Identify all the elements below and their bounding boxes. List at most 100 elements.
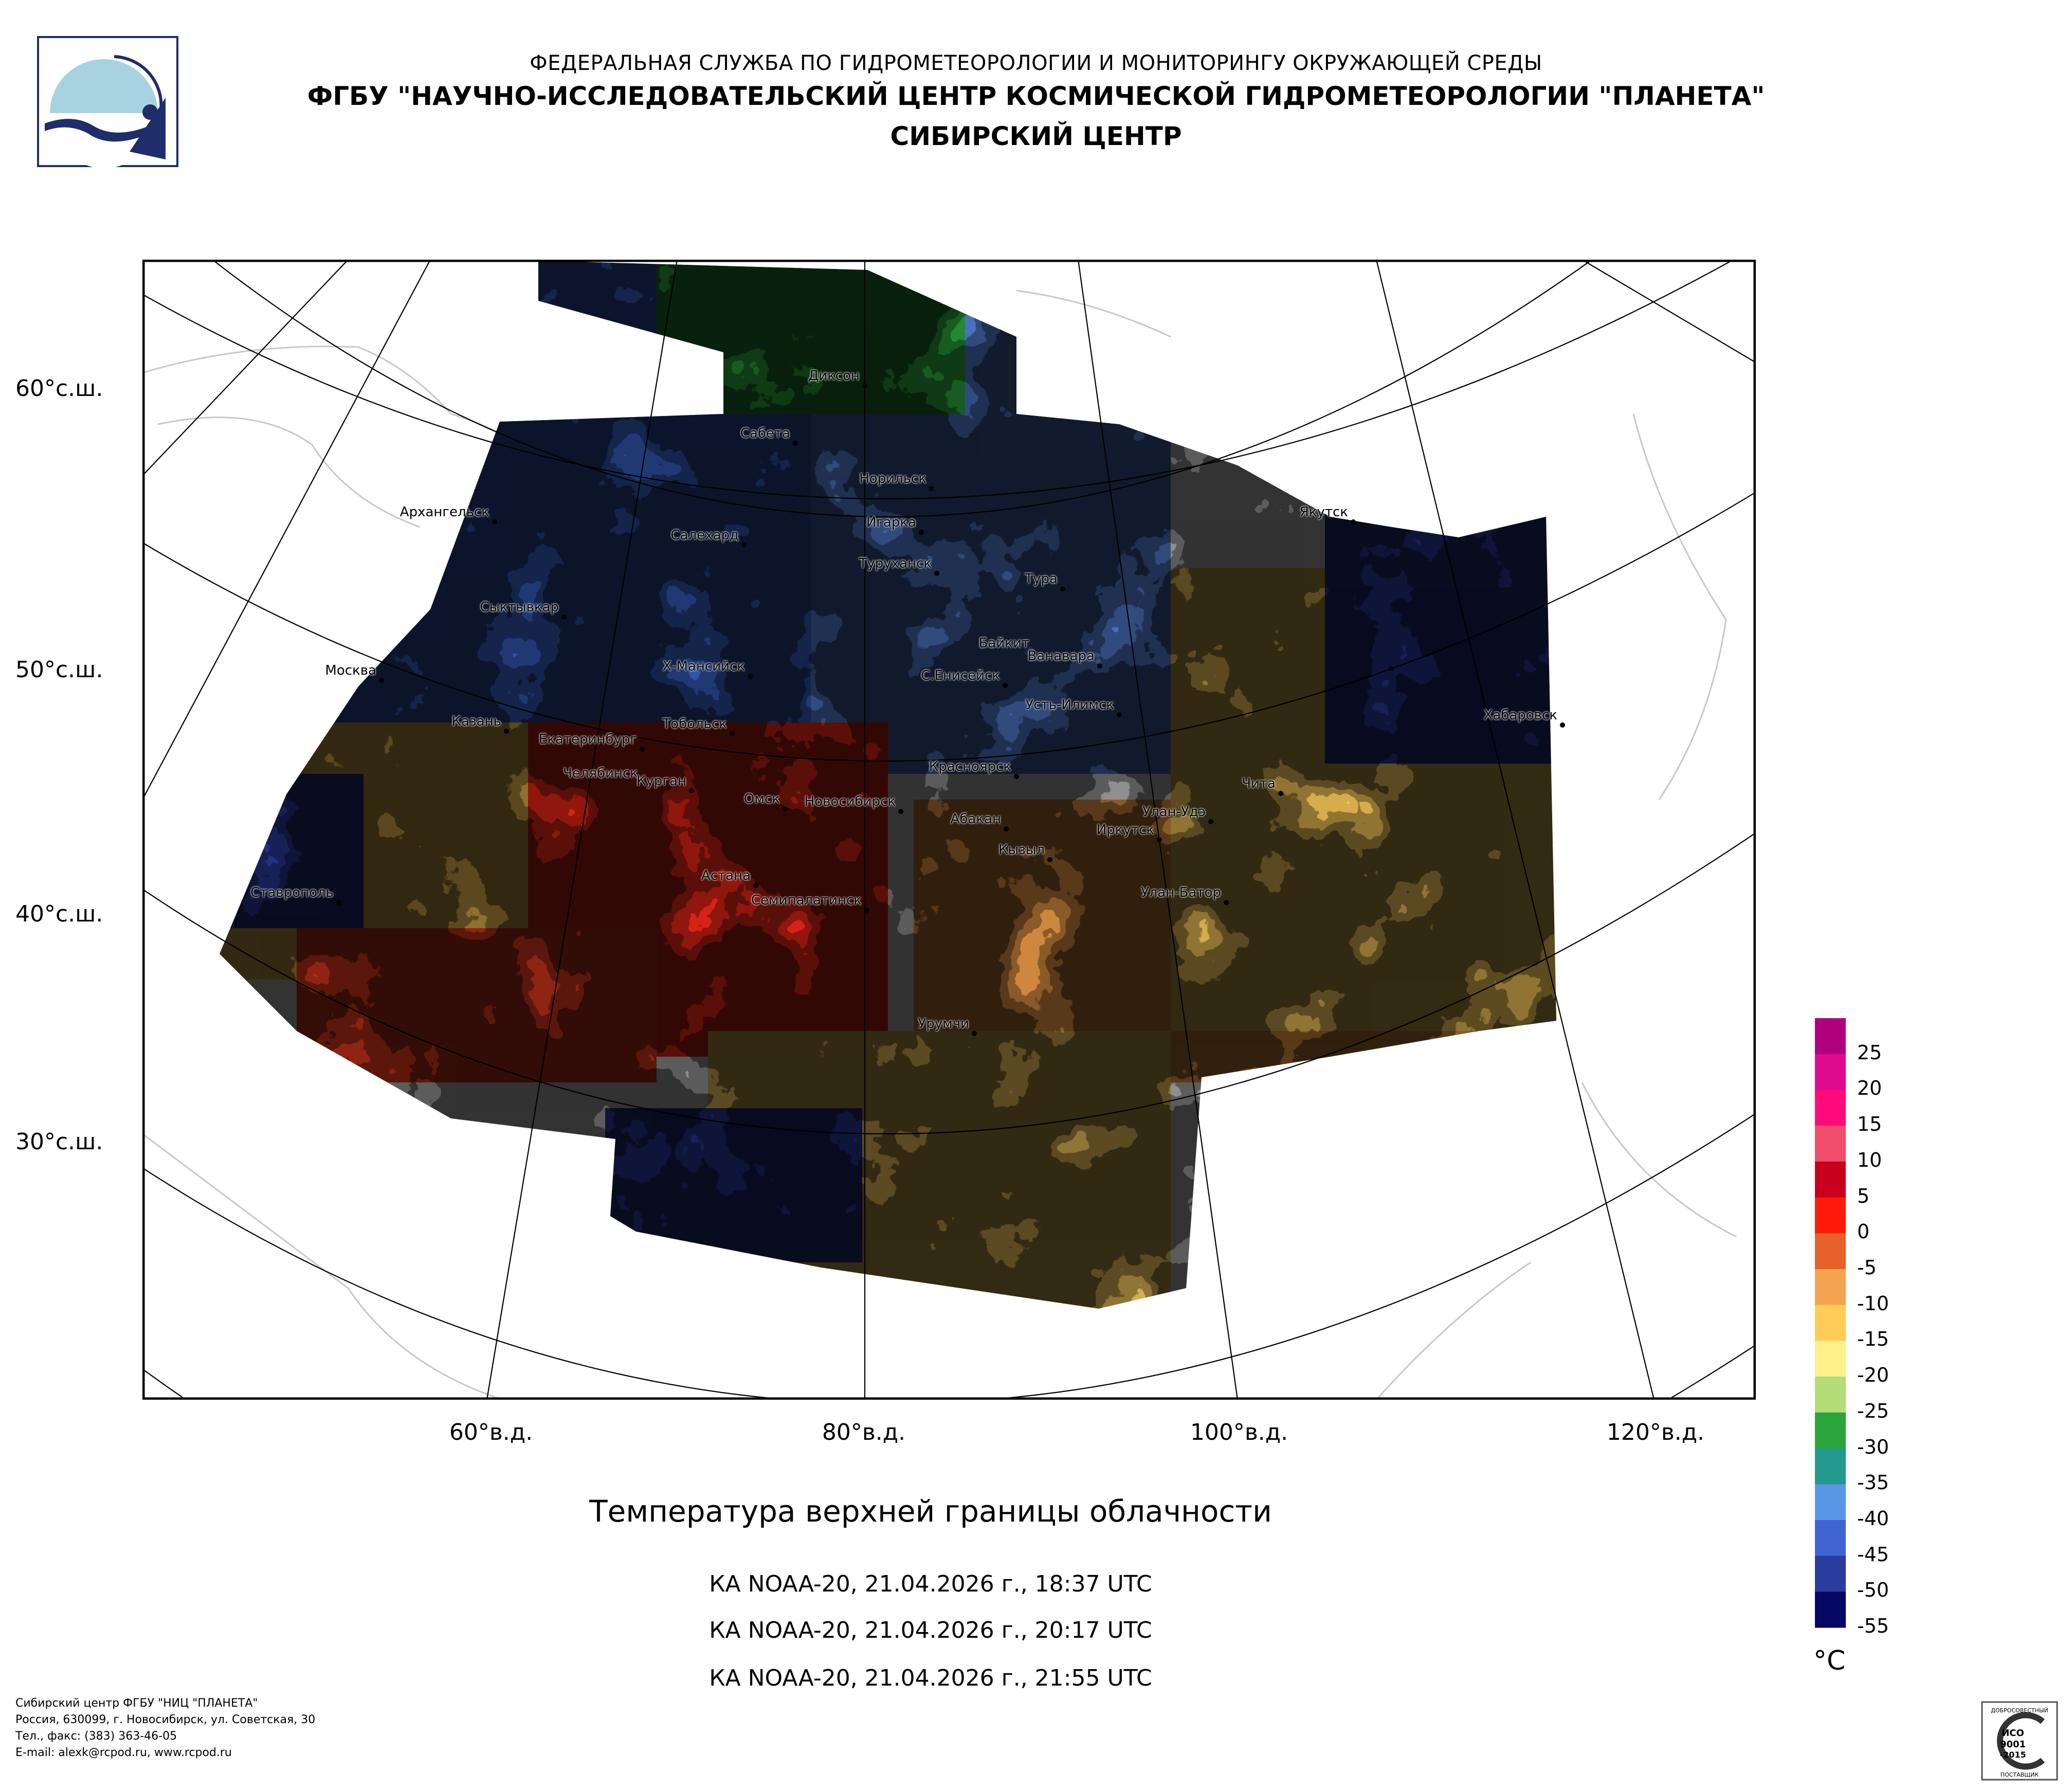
city-label: Иркутск bbox=[1096, 822, 1154, 838]
city-label: Тобольск bbox=[662, 716, 727, 732]
city-label: Байкит bbox=[978, 636, 1029, 651]
legend-band bbox=[1815, 1018, 1846, 1055]
legend-band bbox=[1815, 1448, 1846, 1485]
city-dot bbox=[1117, 712, 1122, 717]
city-dot bbox=[898, 809, 903, 814]
legend-band bbox=[1815, 1412, 1846, 1449]
city-label: Х-Мансийск bbox=[662, 659, 745, 674]
legend-label: -35 bbox=[1857, 1471, 1889, 1494]
city-label: Сыктывкар bbox=[480, 600, 559, 615]
legend-label: 10 bbox=[1857, 1149, 1882, 1171]
city-label: Абакан bbox=[950, 811, 1001, 827]
city-labels: Диксон Сабета Норильск Игарка Архангельск Сал… bbox=[142, 260, 1756, 1400]
legend-band bbox=[1815, 1054, 1846, 1090]
city-dot bbox=[1278, 791, 1283, 796]
city-dot bbox=[641, 781, 646, 786]
center-line: СИБИРСКИЙ ЦЕНТР bbox=[890, 121, 1182, 151]
city-dot bbox=[1208, 819, 1213, 824]
city-label: Ставрополь bbox=[250, 885, 334, 900]
city-dot bbox=[1060, 586, 1065, 591]
city-dot bbox=[753, 883, 758, 888]
city-dot bbox=[741, 542, 747, 548]
footer-line-3: Тел., факс: (383) 363-46-05 bbox=[15, 1730, 177, 1743]
agency-line: ФЕДЕРАЛЬНАЯ СЛУЖБА ПО ГИДРОМЕТЕОРОЛОГИИ … bbox=[530, 51, 1542, 75]
legend-label: -50 bbox=[1857, 1579, 1889, 1601]
city-label: Улан-Батор bbox=[1140, 885, 1221, 900]
legend-label: 25 bbox=[1857, 1041, 1882, 1064]
legend-band bbox=[1815, 1161, 1846, 1198]
city-label: Архангельск bbox=[399, 504, 489, 520]
legend-unit: °C bbox=[1813, 1645, 1846, 1676]
institute-line: ФГБУ "НАУЧНО-ИССЛЕДОВАТЕЛЬСКИЙ ЦЕНТР КОС… bbox=[307, 81, 1765, 111]
city-label: Курган bbox=[637, 773, 686, 789]
city-dot bbox=[793, 441, 798, 446]
city-label: Красноярск bbox=[929, 759, 1011, 774]
lon-label-60: 60°в.д. bbox=[449, 1419, 533, 1445]
city-label: Якутск bbox=[1299, 504, 1348, 520]
legend-label: 5 bbox=[1857, 1185, 1870, 1207]
lat-label-50: 50°с.ш. bbox=[15, 657, 103, 683]
city-dot bbox=[929, 486, 934, 491]
city-dot bbox=[379, 678, 384, 683]
city-dot bbox=[689, 788, 694, 793]
legend-band bbox=[1815, 1090, 1846, 1126]
city-dot bbox=[1560, 722, 1565, 728]
city-dot bbox=[561, 614, 567, 620]
cert-9001: 9001 bbox=[2000, 1739, 2026, 1750]
planeta-logo bbox=[37, 36, 178, 167]
lon-label-100: 100°в.д. bbox=[1190, 1419, 1288, 1445]
legend-label: 20 bbox=[1857, 1077, 1882, 1099]
city-label: Кызыл bbox=[998, 842, 1045, 858]
legend-label: -20 bbox=[1857, 1364, 1889, 1386]
city-label: С.Енисейск bbox=[921, 668, 1000, 683]
footer-line-1: Сибирский центр ФГБУ "НИЦ "ПЛАНЕТА" bbox=[15, 1697, 258, 1710]
city-label: Усть-Илимск bbox=[1025, 697, 1114, 713]
legend-band bbox=[1815, 1555, 1846, 1592]
lon-label-80: 80°в.д. bbox=[822, 1419, 906, 1445]
city-dot bbox=[864, 908, 869, 913]
city-label: Урумчи bbox=[918, 1016, 969, 1032]
legend-label: -25 bbox=[1857, 1400, 1889, 1422]
city-dot bbox=[1224, 900, 1229, 905]
city-label: Челябинск bbox=[562, 766, 638, 781]
city-label: Салехард bbox=[670, 528, 739, 543]
city-dot bbox=[1351, 519, 1356, 524]
city-label: Омск bbox=[743, 791, 780, 807]
city-label: Туруханск bbox=[859, 556, 932, 571]
lat-label-30: 30°с.ш. bbox=[15, 1129, 103, 1155]
city-label: Хабаровск bbox=[1483, 708, 1557, 723]
temperature-legend bbox=[1815, 1018, 1846, 1628]
city-label: Сабета bbox=[740, 426, 790, 441]
cert-bottom: ПОСТАВЩИК bbox=[2001, 1771, 2039, 1778]
city-label: Семипалатинск bbox=[751, 893, 862, 908]
city-dot bbox=[1014, 774, 1019, 779]
cert-top: ДОБРОСОВЕСТНЫЙ bbox=[1991, 1707, 2048, 1714]
legend-label: -55 bbox=[1857, 1615, 1889, 1637]
legend-label: -10 bbox=[1857, 1292, 1889, 1315]
city-dot bbox=[783, 806, 788, 811]
cert-2015: -2015 bbox=[2000, 1750, 2026, 1760]
legend-label: -15 bbox=[1857, 1328, 1889, 1350]
legend-label: -5 bbox=[1857, 1256, 1877, 1279]
city-dot bbox=[972, 1031, 977, 1036]
city-dot bbox=[1047, 857, 1052, 862]
iso-certificate-badge: ДОБРОСОВЕСТНЫЙ ИСО 9001 -2015 ПОСТАВЩИК bbox=[1981, 1701, 2058, 1781]
city-dot bbox=[492, 519, 497, 524]
pass-1: КА NOAA-20, 21.04.2026 г., 18:37 UTC bbox=[709, 1571, 1152, 1597]
legend-band bbox=[1815, 1520, 1846, 1557]
city-dot bbox=[919, 530, 924, 535]
legend-band bbox=[1815, 1305, 1846, 1341]
city-dot bbox=[504, 729, 509, 734]
legend-label: 0 bbox=[1857, 1220, 1870, 1243]
legend-label: -30 bbox=[1857, 1436, 1889, 1458]
city-dot bbox=[1097, 663, 1102, 668]
city-label: Екатеринбург bbox=[538, 732, 637, 747]
city-dot bbox=[1004, 826, 1009, 831]
city-label: Диксон bbox=[808, 368, 860, 384]
city-dot bbox=[862, 383, 867, 388]
city-label: Ванавара bbox=[1027, 648, 1095, 664]
legend-band bbox=[1815, 1197, 1846, 1234]
legend-band bbox=[1815, 1377, 1846, 1413]
city-dot bbox=[640, 747, 645, 752]
map-title: Температура верхней границы облачности bbox=[589, 1494, 1272, 1529]
